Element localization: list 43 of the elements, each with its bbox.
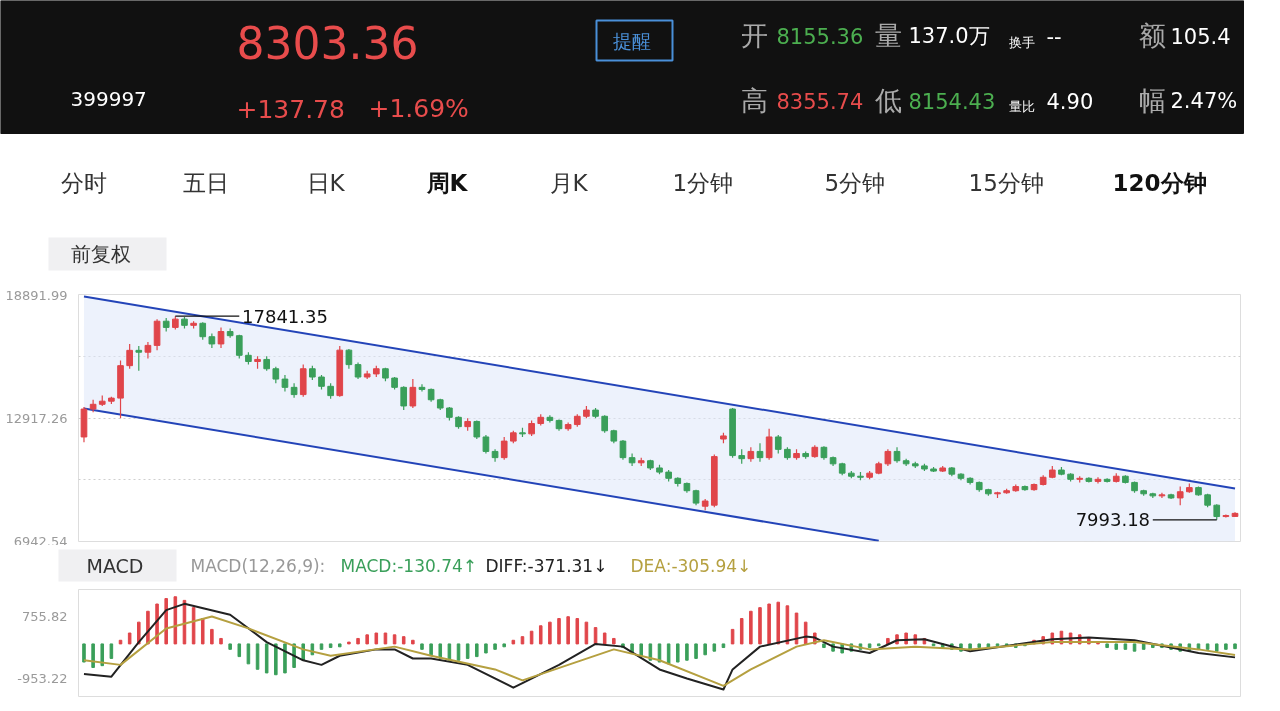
y-tick-label: 18891.99 [5,287,68,303]
chart-subtitle: MACD(12,26,9): [190,555,326,576]
text: 5分钟 [824,169,886,196]
text: 五日 [182,169,229,196]
y-tick-label: -953.22 [17,670,68,686]
text: 日K [306,169,346,196]
text: 高 [740,85,768,116]
chart-title: MACD [86,554,144,577]
text: 提醒 [612,29,651,52]
text: 量比 [1008,99,1035,114]
text: 分时 [60,169,107,196]
text: 8155.36 [776,24,864,49]
text: 开 [740,20,768,51]
text: 4.90 [1046,89,1094,114]
text: DEA:-305.94↓ [630,555,752,576]
annotation: 7993.18 [1075,509,1151,531]
text: 低 [874,85,902,116]
text: 120分钟 [1112,169,1207,196]
text: 8154.43 [908,89,996,114]
text: MACD:-130.74↑ [340,555,478,576]
text: 周K [425,169,469,196]
text: +137.78 [236,94,345,124]
text: DIFF:-371.31↓ [485,555,608,576]
text: 前复权 [70,241,131,266]
text: 399997 [70,86,147,111]
text: 1分钟 [672,169,734,196]
text: 幅 [1138,85,1166,116]
text: 105.4 [1170,24,1231,49]
y-tick-label: 12917.26 [5,410,68,426]
text: 2.47% [1170,88,1238,113]
y-tick-label: 6942.54 [13,533,68,549]
text: 8355.74 [776,89,864,114]
text: 量 [874,20,902,51]
text: -- [1046,24,1062,49]
text: 15分钟 [968,169,1044,196]
text: 换手 [1008,35,1035,50]
text: 额 [1138,20,1166,51]
text: 137.0万 [908,23,990,48]
text: 月K [549,169,589,196]
y-tick-label: 755.82 [22,608,68,624]
annotation: 17841.35 [242,305,328,327]
text: 8303.36 [236,18,419,69]
text: +1.69% [368,94,469,123]
